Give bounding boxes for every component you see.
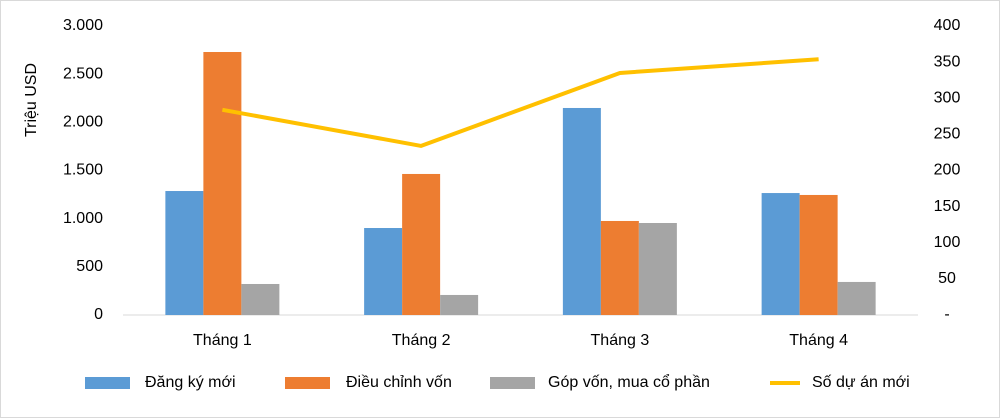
bar [203, 52, 242, 315]
y2-tick-label: 400 [934, 17, 961, 34]
x-tick-label: Tháng 3 [591, 332, 650, 349]
legend-label: Góp vốn, mua cổ phần [548, 373, 710, 391]
bar [799, 194, 838, 315]
legend-label: Đăng ký mới [145, 374, 236, 391]
bar [600, 220, 639, 315]
bar [837, 281, 876, 315]
y-tick-label: 3.000 [63, 17, 103, 34]
bar [364, 228, 403, 315]
y2-tick-label: 250 [934, 126, 961, 143]
x-tick-label: Tháng 4 [789, 332, 848, 349]
y2-tick-label: - [944, 306, 949, 323]
y2-tick-label: 200 [934, 162, 961, 179]
y2-tick-label: 150 [934, 198, 961, 215]
bar [165, 191, 204, 315]
x-tick-label: Tháng 2 [392, 332, 451, 349]
y2-tick-label: 350 [934, 53, 961, 70]
y-tick-label: 0 [94, 306, 103, 323]
bar [638, 223, 677, 315]
legend-label: Điều chỉnh vốn [346, 374, 452, 391]
legend-label: Số dự án mới [812, 374, 910, 391]
y-tick-label: 1.500 [63, 162, 103, 179]
y2-tick-label: 300 [934, 89, 961, 106]
y2-tick-label: 100 [934, 234, 961, 251]
legend-swatch [285, 377, 330, 389]
y-tick-label: 1.000 [63, 210, 103, 227]
bar [761, 193, 800, 315]
y-tick-label: 500 [76, 258, 103, 275]
bar [440, 294, 479, 315]
x-tick-label: Tháng 1 [193, 332, 252, 349]
y-tick-label: 2.500 [63, 65, 103, 82]
y2-tick-label: 50 [938, 270, 956, 287]
y-axis-label: Triệu USD [23, 63, 40, 137]
y-tick-label: 2.000 [63, 114, 103, 131]
line-series [222, 57, 819, 148]
bar [562, 107, 601, 315]
legend-swatch [490, 377, 535, 389]
bar [402, 173, 441, 315]
bar [241, 283, 280, 315]
legend-swatch [85, 377, 130, 389]
